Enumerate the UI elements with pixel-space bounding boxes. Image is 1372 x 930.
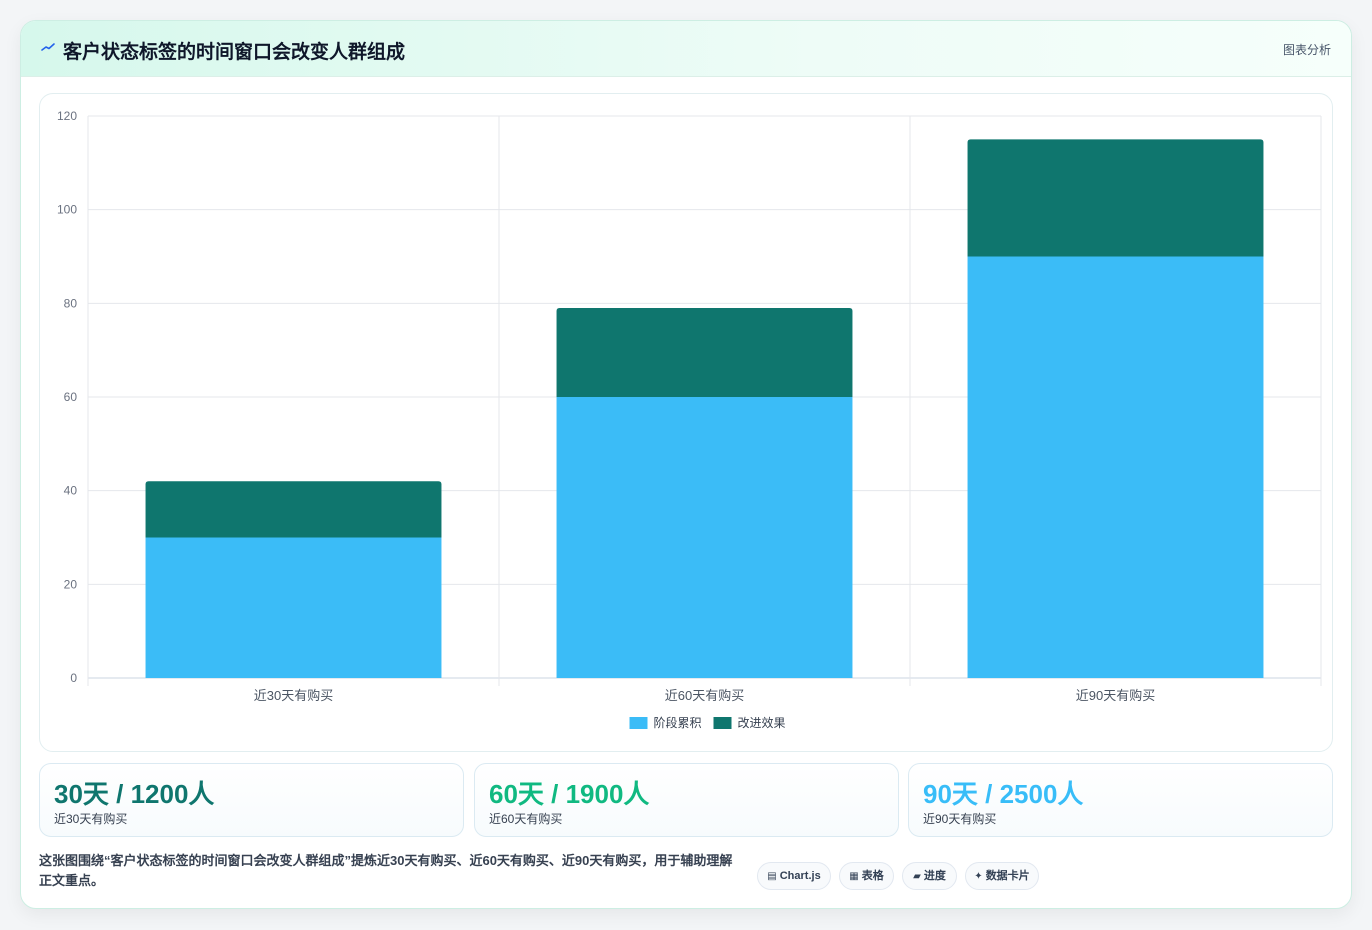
- stat-value: 30天 / 1200人: [54, 779, 215, 809]
- y-tick-label: 120: [57, 109, 77, 123]
- chart-icon: ▤: [767, 871, 777, 882]
- chip-label: 数据卡片: [985, 870, 1030, 882]
- chart-analysis-tag: 图表分析: [1282, 43, 1331, 57]
- legend-swatch: [629, 717, 648, 729]
- chart-panel: 0 20 40 60 80 100 120 近30天有购买 近60天有购买 近90天有购买阶段累积…: [39, 93, 1333, 752]
- legend-label: 阶段累积: [654, 715, 702, 730]
- stat-label: 近30天有购买: [54, 812, 128, 826]
- bar-segment: [556, 308, 853, 397]
- stat-card-60: 60天 / 1900人 近60天有购买: [474, 763, 899, 837]
- x-tick-label: 近90天有购买: [1076, 688, 1155, 703]
- card-header: 客户状态标签的时间窗口会改变人群组成 图表分析: [21, 21, 1351, 77]
- stat-cards: 30天 / 1200人 近30天有购买 60天 / 1900人 近60天有购买 …: [39, 763, 1333, 837]
- stat-value: 60天 / 1900人: [489, 779, 650, 809]
- trend-icon: [41, 43, 55, 51]
- chip-label: 进度: [923, 870, 946, 882]
- chart-card: 客户状态标签的时间窗口会改变人群组成 图表分析 0 20 40 60 80 100 120 近…: [20, 20, 1352, 909]
- legend-swatch: [713, 717, 732, 729]
- y-tick-label: 0: [70, 671, 77, 685]
- sparkle-icon: ✦: [974, 871, 983, 882]
- stacked-bar-chart: 0 20 40 60 80 100 120 近30天有购买 近60天有购买 近90天有购买阶段累积…: [57, 109, 1322, 730]
- chart-description: 这张图围绕“客户状态标签的时间窗口会改变人群组成”提炼近30天有购买、近60天有…: [39, 853, 733, 888]
- stat-card-90: 90天 / 2500人 近90天有购买: [908, 763, 1333, 837]
- bar-segment: [145, 537, 442, 678]
- y-tick-label: 100: [57, 203, 77, 217]
- stat-label: 近60天有购买: [489, 812, 563, 826]
- chip-data-card[interactable]: ✦ 数据卡片: [965, 862, 1039, 890]
- y-tick-label: 60: [64, 390, 78, 404]
- progress-icon: ▰: [913, 871, 921, 882]
- stat-card-30: 30天 / 1200人 近30天有购买: [39, 763, 464, 837]
- legend-label: 改进效果: [738, 715, 786, 730]
- bar-segment: [967, 139, 1264, 257]
- chart-title: 客户状态标签的时间窗口会改变人群组成: [63, 42, 406, 63]
- chip-progress[interactable]: ▰ 进度: [902, 862, 957, 890]
- chip-table[interactable]: ▦ 表格: [839, 862, 894, 890]
- y-tick-label: 40: [64, 484, 78, 498]
- x-tick-label: 近60天有购买: [665, 688, 744, 703]
- chip-label: 表格: [861, 870, 884, 882]
- stat-label: 近90天有购买: [923, 812, 997, 826]
- y-tick-label: 80: [64, 296, 78, 310]
- y-tick-label: 20: [64, 577, 78, 591]
- table-icon: ▦: [849, 871, 859, 882]
- bar-segment: [556, 397, 853, 678]
- chip-chartjs[interactable]: ▤ Chart.js: [757, 862, 831, 890]
- x-tick-label: 近30天有购买: [254, 688, 333, 703]
- bar-segment: [967, 256, 1264, 678]
- stat-value: 90天 / 2500人: [923, 779, 1084, 809]
- chip-label: Chart.js: [779, 870, 821, 882]
- bar-segment: [145, 481, 442, 538]
